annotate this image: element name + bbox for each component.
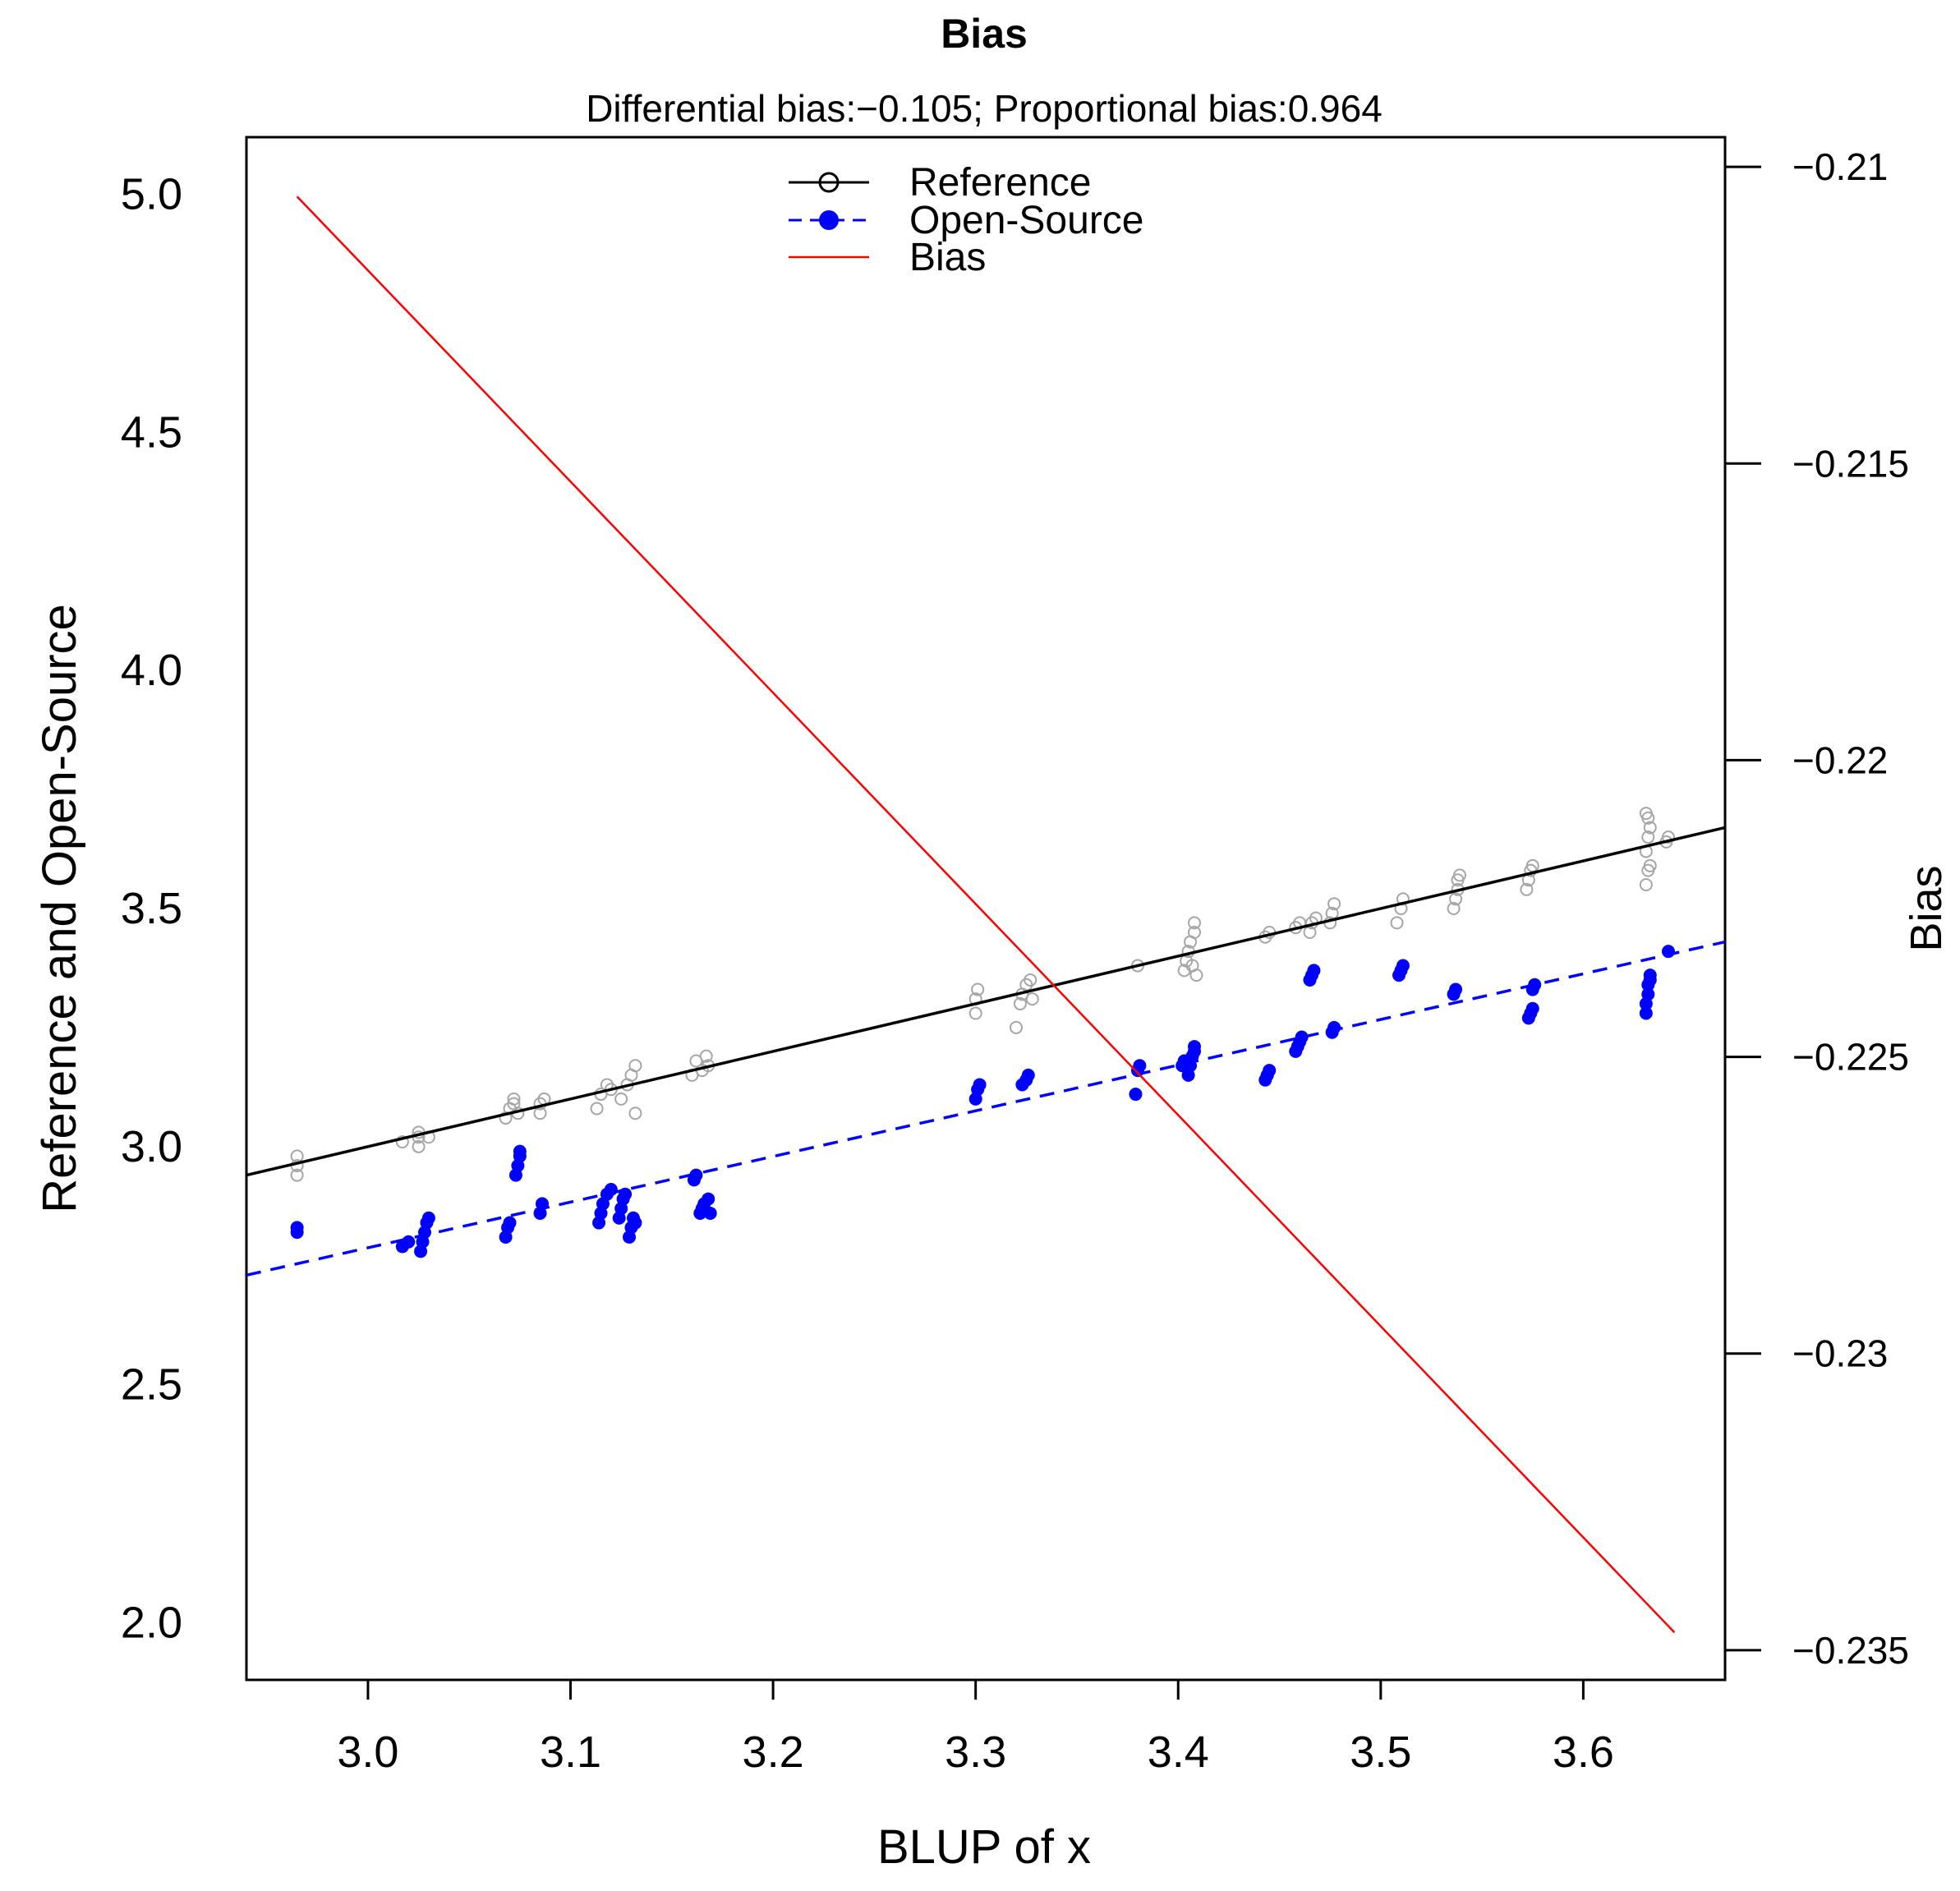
y-tick-label: 5.0: [121, 170, 182, 219]
reference-point: [590, 1102, 604, 1116]
open-source-point: [1187, 1040, 1201, 1054]
open-source-point: [1295, 1030, 1309, 1044]
reference-point: [628, 1107, 642, 1120]
open-source-point: [1396, 959, 1410, 973]
open-source-point: [1639, 1006, 1653, 1020]
reference-point: [1013, 996, 1027, 1010]
y-axis-label: Reference and Open-Source: [33, 604, 86, 1213]
y-tick-label: 2.0: [121, 1598, 182, 1647]
reference-point: [1327, 897, 1341, 911]
y2-tick-label: −0.215: [1792, 442, 1909, 485]
reference-point: [1449, 892, 1463, 906]
open-source-point: [1525, 1001, 1539, 1015]
x-tick-label: 3.0: [337, 1728, 398, 1777]
reference-point: [412, 1139, 426, 1153]
y-tick-label: 3.5: [121, 884, 182, 933]
y-tick-label: 2.5: [121, 1360, 182, 1410]
series-layer: [246, 196, 1726, 1634]
y-axis-left: 2.0 2.5 3.0 3.5 4.0 4.5 5.0 Reference and Open…: [33, 170, 182, 1648]
reference-point: [699, 1049, 713, 1063]
x-tick-label: 3.1: [540, 1728, 601, 1777]
y2-tick-label: −0.21: [1792, 145, 1888, 188]
reference-point: [1661, 830, 1675, 844]
open-source-point: [1021, 1068, 1035, 1082]
legend-bias-label: Bias: [909, 236, 986, 279]
bias-line: [296, 196, 1676, 1634]
open-source-point: [973, 1078, 987, 1092]
reference-point: [628, 1059, 642, 1073]
reference-point: [1643, 858, 1657, 872]
open-source-point: [1129, 1088, 1143, 1102]
reference-point: [1187, 916, 1201, 930]
reference-point: [290, 1168, 304, 1182]
reference-point: [1009, 1020, 1023, 1034]
x-tick-label: 3.5: [1350, 1728, 1411, 1777]
reference-point: [1520, 882, 1534, 896]
reference-point: [1024, 973, 1038, 987]
x-tick-label: 3.2: [743, 1728, 804, 1777]
open-source-point: [1263, 1064, 1277, 1078]
legend-reference-label: Reference: [909, 161, 1091, 205]
legend-open-source-label: Open-Source: [909, 199, 1144, 242]
legend-open-source-marker: [819, 210, 839, 230]
reference-point: [1187, 925, 1201, 939]
reference-point: [507, 1092, 521, 1106]
reference-point: [1639, 807, 1653, 821]
open-source-point: [402, 1235, 416, 1249]
reference-point: [968, 1006, 982, 1020]
y2-tick-label: −0.22: [1792, 738, 1888, 781]
y-tick-label: 4.5: [121, 407, 182, 457]
reference-point: [971, 982, 985, 996]
open-source-point: [689, 1168, 703, 1182]
chart-subtitle: Differential bias:−0.105; Proportional b…: [586, 87, 1383, 130]
y-axis-right: −0.21 −0.215 −0.22 −0.225 −0.23 −0.235 Bias: [1723, 145, 1951, 1672]
x-tick-label: 3.6: [1553, 1728, 1614, 1777]
open-source-point: [290, 1221, 304, 1235]
y2-tick-label: −0.235: [1792, 1629, 1909, 1672]
reference-point: [1639, 878, 1653, 892]
open-source-point: [1133, 1059, 1147, 1073]
plot-frame: [245, 136, 1727, 1682]
reference-point: [614, 1092, 628, 1106]
y2-axis-label: Bias: [1902, 865, 1951, 951]
reference-point: [1025, 992, 1039, 1006]
x-axis: 3.0 3.1 3.2 3.3 3.4 3.5 3.6 BLUP of x: [337, 1678, 1614, 1874]
legend: Reference Open-Source Bias: [789, 161, 1144, 279]
reference-point: [507, 1097, 521, 1111]
reference-point: [1189, 969, 1203, 982]
x-tick-label: 3.3: [945, 1728, 1006, 1777]
reference-point: [1390, 916, 1404, 930]
y-tick-label: 4.0: [121, 646, 182, 695]
reference-point: [1641, 830, 1655, 844]
open-source-point: [619, 1187, 633, 1201]
reference-point: [1452, 868, 1466, 882]
open-source-point: [1307, 964, 1321, 978]
reference-point: [1447, 902, 1461, 915]
open-source-point: [513, 1144, 527, 1158]
legend-reference-marker: [818, 172, 840, 193]
x-tick-label: 3.4: [1148, 1728, 1209, 1777]
open-source-point: [503, 1216, 517, 1230]
y-tick-label: 3.0: [121, 1122, 182, 1171]
open-source-fit-line: [246, 940, 1726, 1277]
open-source-point: [628, 1216, 642, 1230]
open-source-point: [1643, 969, 1657, 982]
y2-tick-label: −0.225: [1792, 1036, 1909, 1079]
reference-fit-line: [246, 826, 1726, 1177]
open-source-point: [703, 1206, 717, 1220]
reference-point: [1643, 821, 1657, 835]
open-source-point: [1641, 987, 1655, 1001]
y2-tick-label: −0.23: [1792, 1332, 1888, 1375]
open-source-point: [702, 1192, 715, 1206]
reference-point: [395, 1135, 409, 1149]
x-axis-label: BLUP of x: [877, 1820, 1091, 1874]
open-source-point: [421, 1211, 435, 1225]
open-source-point: [1449, 982, 1463, 996]
chart-title: Bias: [941, 11, 1028, 57]
